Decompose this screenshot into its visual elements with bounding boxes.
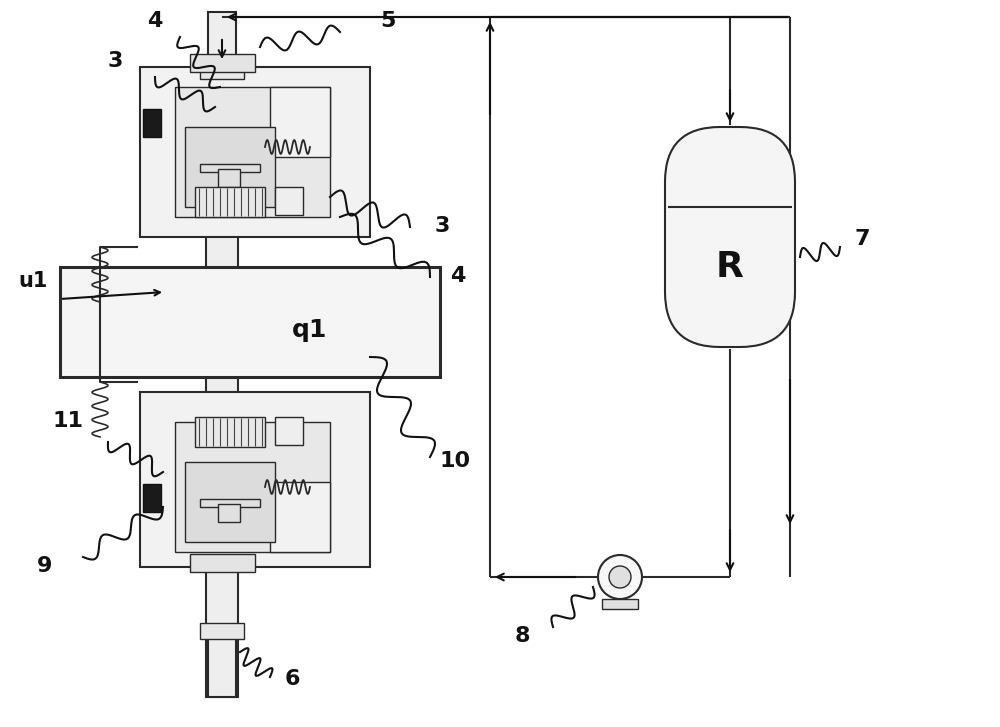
Bar — [218, 504, 240, 522]
Bar — [175, 87, 330, 217]
Bar — [190, 54, 255, 72]
Circle shape — [598, 555, 642, 599]
Bar — [175, 422, 330, 552]
Text: 4: 4 — [450, 266, 465, 286]
Bar — [140, 67, 370, 237]
Text: 5: 5 — [380, 11, 395, 31]
Bar — [275, 417, 303, 445]
Text: 10: 10 — [440, 451, 471, 471]
Text: 7: 7 — [855, 229, 870, 249]
Bar — [200, 623, 244, 639]
Text: 4: 4 — [147, 11, 163, 31]
Bar — [275, 187, 303, 215]
Bar — [60, 267, 440, 377]
Bar — [200, 63, 244, 79]
Bar — [185, 127, 275, 207]
Bar — [140, 392, 370, 567]
Bar — [195, 187, 265, 217]
Bar — [190, 554, 255, 572]
Bar — [270, 482, 330, 552]
Text: R: R — [716, 250, 744, 284]
Text: 6: 6 — [285, 669, 300, 689]
Text: 3: 3 — [107, 51, 123, 71]
Bar — [200, 499, 260, 507]
Bar — [214, 57, 230, 69]
Circle shape — [609, 566, 631, 588]
Text: 8: 8 — [515, 626, 530, 646]
Bar — [195, 417, 265, 447]
Bar — [270, 87, 330, 157]
Text: 11: 11 — [52, 411, 84, 431]
Bar — [200, 164, 260, 172]
Bar — [143, 484, 161, 512]
Bar — [185, 462, 275, 542]
FancyBboxPatch shape — [665, 127, 795, 347]
Bar — [602, 599, 638, 609]
Text: 9: 9 — [37, 556, 53, 576]
Text: q1: q1 — [292, 318, 328, 342]
Bar — [218, 169, 240, 187]
Bar — [206, 57, 238, 697]
Text: 3: 3 — [435, 216, 450, 236]
Bar — [208, 12, 236, 67]
Bar — [143, 109, 161, 137]
Text: u1: u1 — [18, 271, 47, 291]
Bar — [208, 637, 236, 697]
